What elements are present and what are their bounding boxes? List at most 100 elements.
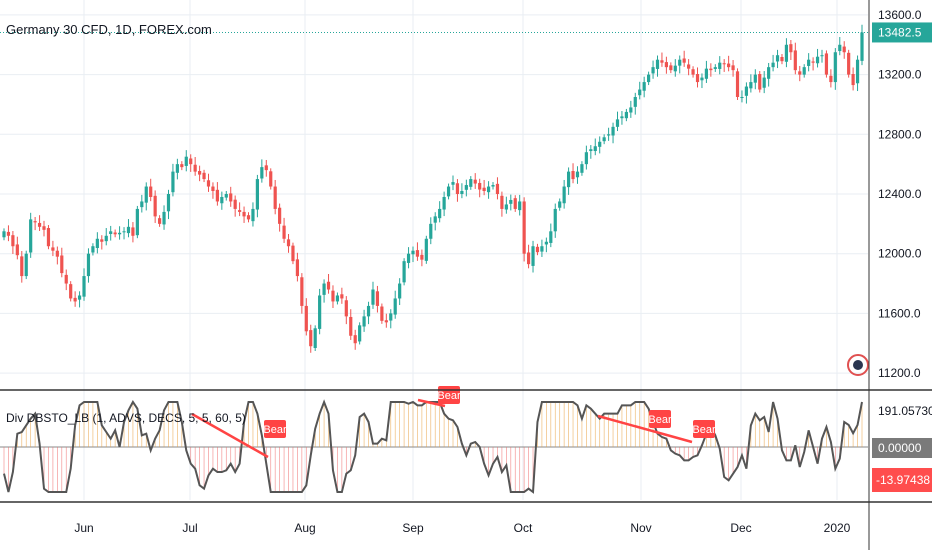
candle-body [326,281,331,290]
candle-body [624,111,628,119]
last-price-label: 13482.5 [878,25,922,39]
candle-body [318,295,322,329]
bear-label: Bear [648,414,672,426]
divergence-line [191,412,269,459]
candle-body [455,183,460,194]
time-tick-label: Sep [402,521,424,535]
candle-body [607,134,611,136]
candle-body [162,211,166,225]
candle-body [767,67,771,79]
bear-label-box [693,420,715,438]
candle-body [64,274,68,284]
candle-body [798,71,802,75]
candle-body [166,194,171,212]
candle-body [829,75,833,83]
price-tick-label: 11200.0 [878,366,921,380]
candle-body [775,55,780,62]
candle-body [673,65,677,72]
candle-body [838,44,842,52]
candle-body [553,208,557,232]
osc-current-badge [872,468,932,492]
candle-body [353,335,357,344]
candle-body [722,63,726,65]
candle-body [135,208,139,236]
candle-body [37,222,42,227]
candle-body [260,167,264,179]
candle-body [855,59,860,84]
time-tick-label: Oct [514,521,533,535]
candle-body [215,189,219,202]
candle-body [309,330,313,347]
candle-body [638,89,642,96]
candle-body [424,238,428,261]
candle-body [851,74,855,86]
candle-body [126,226,131,234]
time-tick-label: Nov [630,521,651,535]
candle-body [264,165,268,171]
candle-body [362,316,366,327]
candle-body [535,246,540,253]
candle-body [46,228,51,247]
price-tick-label: 13200.0 [878,68,922,82]
candle-body [340,294,344,299]
oscillator-pane: Bear Bear Bear Bear [0,386,868,494]
candle-body [175,164,179,173]
candle-body [482,187,486,192]
candle-body [566,171,571,188]
candle-body [229,193,233,202]
candle-body [518,201,522,211]
candle-body [664,62,668,68]
candle-body [486,186,491,193]
candle-body [286,239,291,247]
candle-body [584,152,588,165]
candle-body [73,297,77,302]
candle-body [24,253,28,277]
candle-body [442,196,446,210]
candle-body [611,126,615,136]
target-icon [847,354,869,376]
candle-body [255,179,259,210]
last-price-badge [872,22,932,43]
candle-body [95,238,99,249]
candle-body [269,171,273,187]
candle-body [642,82,646,91]
candle-body [33,221,37,223]
candle-body [647,74,651,83]
time-tick-label: 2020 [824,521,851,535]
candle-body [651,67,655,74]
candle-body [687,64,691,69]
candle-body [366,305,371,317]
candle-body [6,231,11,236]
bear-label: Bear [263,424,287,436]
candle-body [833,52,837,83]
divergence-line [417,398,446,408]
bear-label: Bear [437,390,461,402]
candle-body [695,74,700,83]
candle-body [620,116,624,119]
candle-body [51,247,55,251]
candle-body [575,171,580,178]
candle-body [189,158,193,165]
price-tick-label: 11600.0 [878,306,921,320]
candle-body [460,191,464,194]
candle-body [344,300,348,317]
candle-body [389,313,393,321]
candle-body [549,231,553,243]
candle-body [704,68,709,79]
candle-body [11,235,15,247]
target-icon-core [853,360,863,370]
osc-zero-badge [872,438,932,458]
candle-body [495,183,500,194]
candle-body [860,32,864,61]
candle-body [180,164,184,168]
candle-body [522,201,526,254]
candle-body [420,254,424,260]
candle-body [602,137,606,142]
candle-body [206,180,211,187]
osc-line [3,399,863,494]
candle-body [60,255,64,274]
candle-body [331,290,335,302]
candle-body [762,77,766,88]
